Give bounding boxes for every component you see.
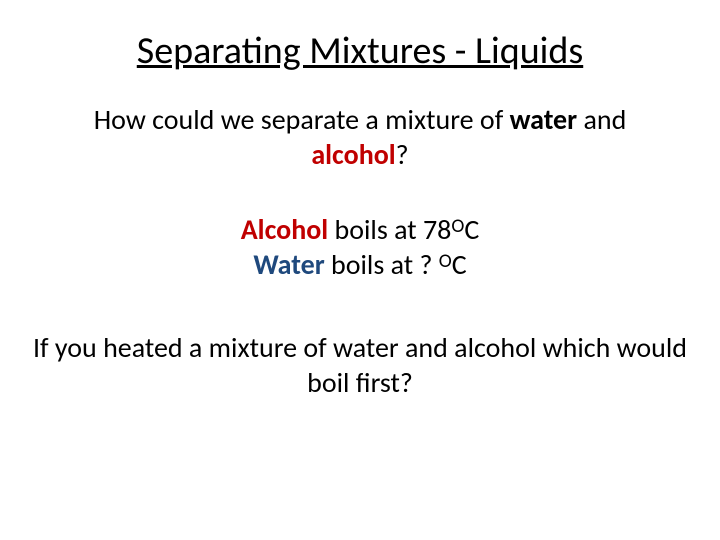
q1-alcohol: alcohol bbox=[311, 137, 395, 172]
slide: Separating Mixtures - Liquids How could … bbox=[0, 0, 720, 540]
q1-water: water bbox=[510, 102, 578, 137]
water-rest: boils at ? bbox=[325, 247, 439, 282]
slide-title: Separating Mixtures - Liquids bbox=[30, 28, 690, 74]
alcohol-rest: boils at 78 bbox=[328, 212, 451, 247]
question-2: If you heated a mixture of water and alc… bbox=[30, 330, 690, 400]
alcohol-unit: C bbox=[464, 212, 479, 247]
boiling-facts: Alcohol boils at 78OC Water boils at ? O… bbox=[30, 212, 690, 282]
question-1: How could we separate a mixture of water… bbox=[30, 102, 690, 172]
q1-prefix: How could we separate a mixture of bbox=[94, 102, 510, 137]
water-unit: C bbox=[452, 247, 467, 282]
degree-symbol-1: O bbox=[451, 214, 464, 238]
degree-symbol-2: O bbox=[439, 249, 452, 273]
q1-suffix: ? bbox=[396, 137, 409, 172]
q1-middle: and bbox=[577, 102, 626, 137]
alcohol-label: Alcohol bbox=[241, 212, 328, 247]
water-label: Water bbox=[253, 247, 324, 282]
